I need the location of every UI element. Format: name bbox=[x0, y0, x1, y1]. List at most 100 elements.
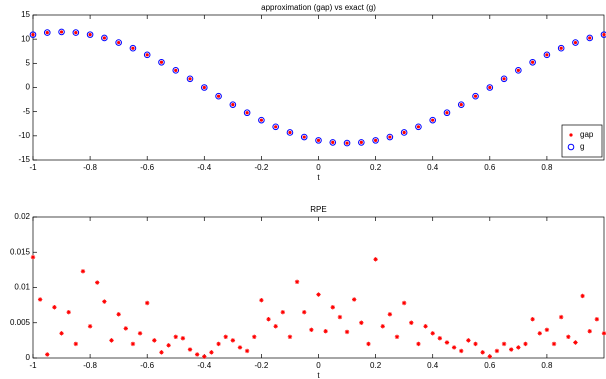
point bbox=[302, 309, 307, 315]
y-tick-label: 5 bbox=[26, 58, 31, 67]
point bbox=[243, 109, 251, 117]
point bbox=[559, 46, 563, 50]
y-tick-label: 0.01 bbox=[14, 283, 30, 292]
point bbox=[543, 51, 551, 59]
point bbox=[173, 334, 178, 340]
y-tick-label: -5 bbox=[23, 107, 31, 116]
point bbox=[302, 135, 306, 139]
point bbox=[123, 326, 128, 331]
point bbox=[430, 331, 435, 336]
point bbox=[388, 135, 392, 139]
x-tick-label: -0.6 bbox=[140, 361, 154, 370]
point bbox=[115, 39, 122, 46]
point bbox=[366, 341, 371, 347]
x-tick-label: -0.8 bbox=[83, 163, 97, 172]
point bbox=[245, 111, 249, 115]
point bbox=[400, 129, 408, 136]
point bbox=[131, 46, 135, 50]
point bbox=[287, 334, 293, 340]
point bbox=[573, 340, 578, 345]
point bbox=[594, 317, 600, 322]
point bbox=[394, 334, 400, 340]
point bbox=[59, 30, 64, 34]
point bbox=[588, 36, 592, 40]
x-tick-label: 0.6 bbox=[484, 163, 496, 172]
point bbox=[216, 94, 221, 98]
x-tick-label: -0.2 bbox=[255, 361, 269, 370]
point bbox=[602, 33, 606, 37]
legend-marker bbox=[569, 133, 573, 137]
point bbox=[401, 300, 407, 306]
point bbox=[423, 324, 428, 329]
point bbox=[309, 327, 314, 332]
point bbox=[244, 348, 250, 354]
point bbox=[202, 85, 206, 90]
y-tick-label: -15 bbox=[18, 155, 30, 164]
point bbox=[180, 336, 186, 341]
x-tick-label: 0.8 bbox=[541, 361, 553, 370]
point bbox=[459, 103, 463, 107]
point bbox=[572, 39, 579, 46]
point bbox=[416, 341, 421, 347]
point bbox=[515, 67, 522, 74]
point bbox=[516, 345, 521, 350]
point bbox=[300, 133, 308, 141]
point bbox=[316, 292, 321, 297]
point bbox=[86, 31, 94, 38]
point bbox=[343, 139, 351, 147]
point bbox=[486, 84, 494, 91]
point bbox=[443, 109, 451, 117]
point bbox=[87, 324, 93, 329]
point bbox=[558, 314, 564, 320]
point bbox=[330, 305, 335, 310]
point bbox=[194, 352, 200, 357]
point bbox=[573, 40, 578, 45]
point bbox=[337, 314, 343, 320]
point bbox=[273, 324, 278, 329]
point bbox=[502, 77, 506, 81]
point bbox=[445, 111, 449, 115]
point bbox=[409, 320, 414, 325]
point bbox=[187, 347, 193, 352]
x-tick-label: 0.4 bbox=[427, 163, 439, 172]
point bbox=[252, 334, 257, 340]
point bbox=[359, 140, 363, 145]
point bbox=[501, 341, 507, 347]
x-tick-label: 0 bbox=[316, 163, 321, 172]
point bbox=[31, 33, 35, 37]
y-tick-label: 10 bbox=[21, 34, 30, 43]
point bbox=[429, 116, 437, 124]
point bbox=[437, 336, 443, 341]
point bbox=[116, 312, 121, 317]
point bbox=[101, 34, 108, 42]
point bbox=[102, 36, 106, 40]
point bbox=[416, 125, 421, 129]
x-tick-label: -0.4 bbox=[197, 163, 211, 172]
point bbox=[386, 133, 394, 141]
point bbox=[52, 305, 57, 310]
point bbox=[516, 68, 520, 72]
point bbox=[351, 297, 357, 302]
point bbox=[358, 139, 365, 146]
point bbox=[466, 338, 471, 343]
point bbox=[266, 317, 271, 322]
point bbox=[494, 348, 500, 354]
x-tick-label: 0.6 bbox=[484, 361, 496, 370]
point bbox=[58, 28, 65, 36]
axes-box bbox=[32, 14, 605, 161]
point bbox=[551, 341, 557, 347]
point bbox=[43, 29, 51, 36]
point bbox=[488, 85, 492, 90]
point bbox=[74, 30, 78, 35]
point bbox=[601, 331, 606, 336]
x-tick-label: -0.2 bbox=[255, 163, 269, 172]
point bbox=[523, 341, 528, 347]
point bbox=[272, 123, 279, 131]
x-tick-label: -1 bbox=[29, 361, 37, 370]
x-axis-label: t bbox=[317, 173, 320, 182]
y-tick-label: 0.015 bbox=[10, 247, 31, 256]
point bbox=[129, 44, 137, 52]
y-tick-label: 0 bbox=[26, 83, 31, 92]
point bbox=[374, 138, 378, 142]
